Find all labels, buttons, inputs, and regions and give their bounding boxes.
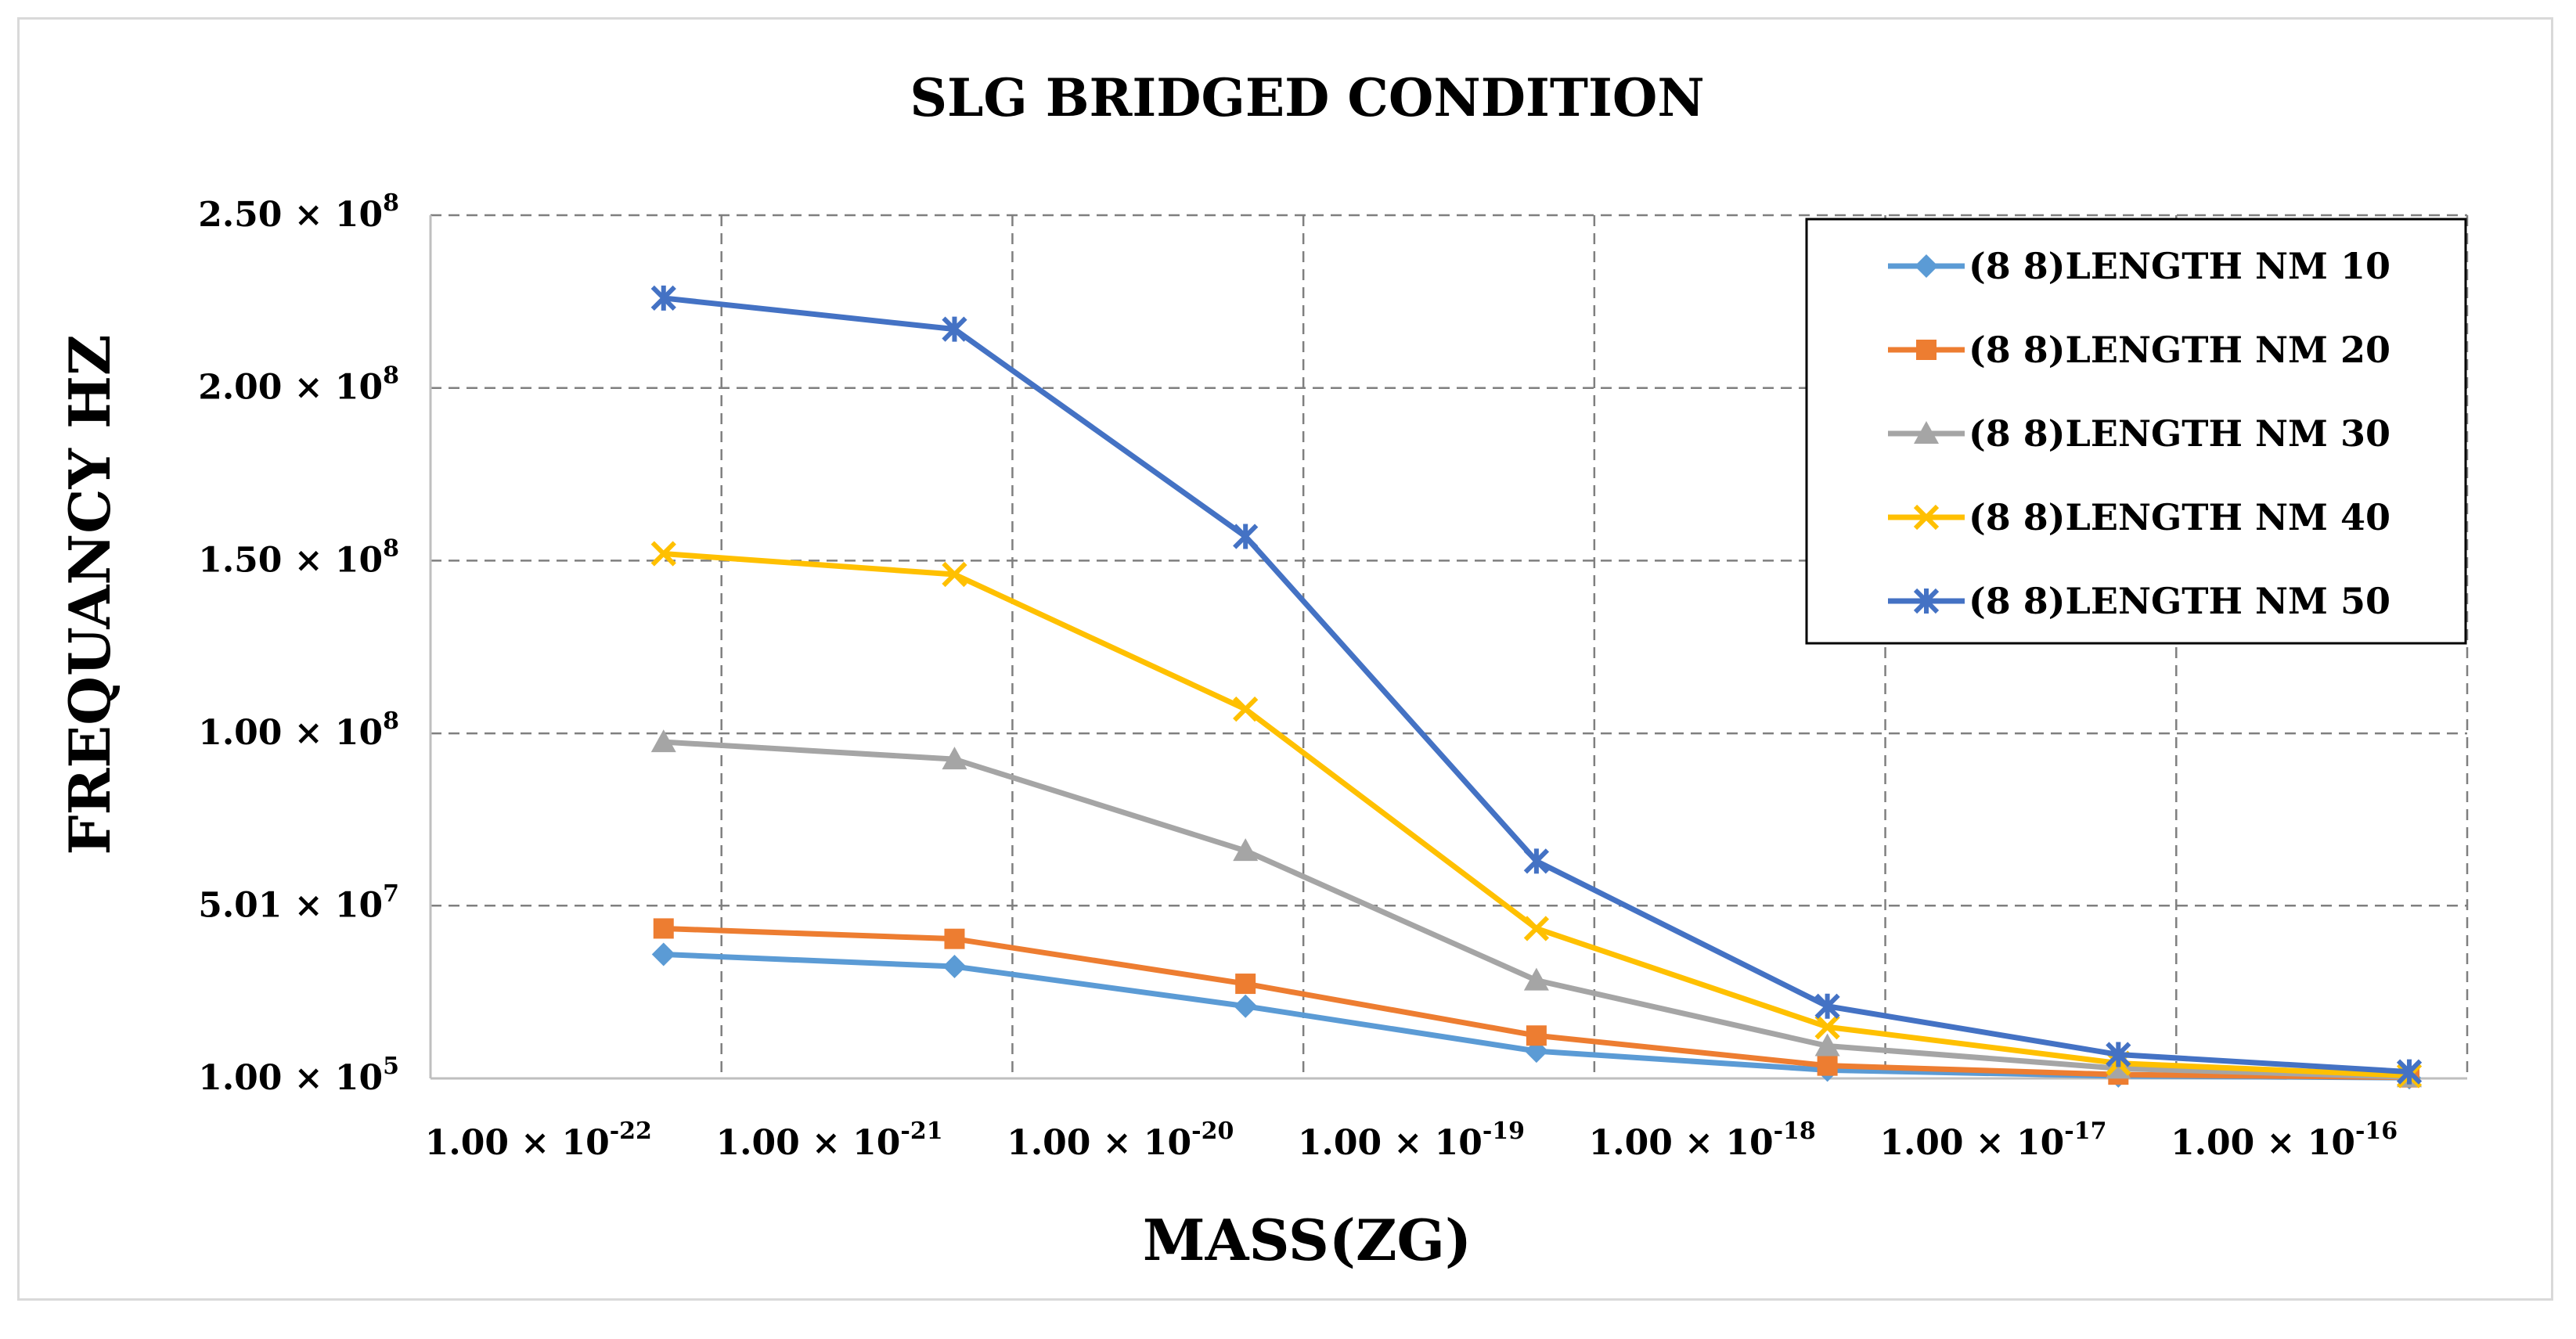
legend-label: (8 8)LENGTH NM 20 — [1969, 329, 2390, 371]
data-point — [1523, 967, 1549, 991]
y-tick-label: 5.01 × 107 — [198, 880, 399, 925]
data-point — [650, 285, 676, 311]
y-tick-label: 2.00 × 108 — [198, 362, 399, 408]
y-axis-title: FREQUANCY HZ — [56, 334, 123, 855]
data-point — [944, 928, 965, 949]
data-point — [942, 316, 967, 342]
data-point — [1234, 994, 1258, 1018]
y-tick-label: 1.00 × 105 — [198, 1053, 399, 1098]
legend-marker — [1915, 254, 1938, 278]
y-tick-label: 1.00 × 108 — [198, 707, 399, 753]
marker-stroke — [650, 541, 676, 567]
data-point — [942, 954, 967, 978]
series-5 — [650, 285, 2423, 1085]
marker-stroke — [1523, 916, 1550, 941]
data-point — [1814, 1014, 1840, 1040]
data-point — [650, 729, 676, 753]
marker-stroke — [1814, 1014, 1840, 1040]
data-point — [1233, 838, 1259, 862]
legend-item: (8 8)LENGTH NM 30 — [1888, 412, 2390, 455]
legend-item: (8 8)LENGTH NM 10 — [1888, 245, 2390, 287]
data-point — [2396, 1059, 2423, 1085]
data-point — [1526, 1025, 1547, 1046]
legend-marker — [1913, 504, 1940, 531]
x-tick-label: 1.00 × 10-22 — [425, 1118, 652, 1163]
data-point — [1233, 696, 1259, 722]
legend-label: (8 8)LENGTH NM 30 — [1969, 412, 2390, 455]
x-tick-label: 1.00 × 10-20 — [1007, 1118, 1234, 1163]
data-point — [1814, 1033, 1840, 1056]
x-tick-label: 1.00 × 10-18 — [1589, 1118, 1816, 1163]
series-layer — [650, 285, 2423, 1090]
legend-label: (8 8)LENGTH NM 10 — [1969, 245, 2390, 287]
tick-labels: 1.00 × 105 5.01 × 107 1.00 × 108 1.50 × 108… — [198, 189, 2398, 1163]
legend-item: (8 8)LENGTH NM 50 — [1888, 580, 2390, 622]
data-point — [1235, 974, 1256, 995]
legend-item: (8 8)LENGTH NM 40 — [1888, 496, 2390, 538]
legend-marker — [1916, 340, 1937, 360]
legend-label: (8 8)LENGTH NM 50 — [1969, 580, 2390, 622]
x-tick-label: 1.00 × 10-17 — [1879, 1118, 2106, 1163]
data-point — [1523, 848, 1550, 874]
x-axis-title: MASS(ZG) — [1143, 1207, 1472, 1273]
data-point — [1814, 993, 1840, 1019]
data-point — [1233, 524, 1259, 549]
legend-item: (8 8)LENGTH NM 20 — [1888, 329, 2390, 371]
legend: (8 8)LENGTH NM 10 (8 8)LENGTH NM 20 (8 8)L… — [1805, 218, 2467, 645]
legend-marker — [1914, 421, 1939, 444]
legend-marker — [1913, 588, 1940, 614]
x-tick-label: 1.00 × 10-21 — [716, 1118, 943, 1163]
x-tick-label: 1.00 × 10-16 — [2171, 1118, 2398, 1163]
data-point — [651, 942, 676, 966]
data-point — [1817, 1055, 1838, 1076]
data-point — [1523, 916, 1550, 941]
data-point — [2106, 1056, 2131, 1079]
x-tick-label: 1.00 × 10-19 — [1298, 1118, 1525, 1163]
marker-stroke — [1913, 504, 1940, 531]
data-point — [650, 541, 676, 567]
marker-stroke — [1233, 696, 1259, 722]
data-point — [942, 747, 967, 770]
y-tick-label: 1.50 × 108 — [198, 535, 399, 580]
marker-stroke — [942, 561, 967, 588]
legend-label: (8 8)LENGTH NM 40 — [1969, 496, 2390, 538]
data-point — [942, 561, 967, 588]
y-tick-label: 2.50 × 108 — [198, 189, 399, 235]
data-point — [653, 918, 674, 939]
data-point — [2106, 1042, 2131, 1067]
chart-title: SLG BRIDGED CONDITION — [910, 67, 1704, 128]
